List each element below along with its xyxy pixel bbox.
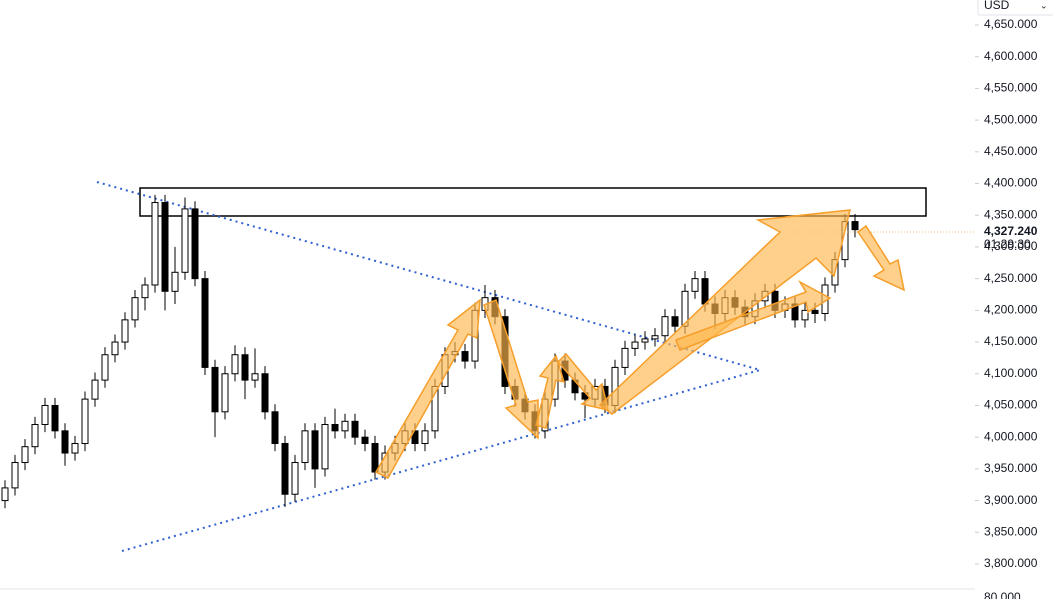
- candle-body: [621, 347, 629, 368]
- candle-body: [71, 443, 79, 454]
- candle-body: [281, 443, 289, 495]
- arrow: [535, 354, 566, 429]
- candle-body: [91, 379, 99, 400]
- candle-body: [101, 354, 109, 381]
- arrows: [374, 209, 906, 479]
- candle-body: [181, 208, 189, 273]
- y-tick-label: 3,900.000: [984, 493, 1038, 507]
- candle-body: [191, 208, 199, 280]
- candle-body: [221, 373, 229, 413]
- currency-dropdown[interactable]: [977, 0, 1053, 16]
- candle-body: [641, 338, 649, 343]
- candle-body: [421, 430, 429, 445]
- candle-body: [51, 404, 59, 432]
- dropdown-caret: ⌄: [1040, 0, 1048, 10]
- candle-body: [801, 309, 809, 321]
- y-tick-label: 4,500.000: [984, 112, 1038, 126]
- candle-body: [251, 373, 259, 381]
- price-axis: 3,800.000 3,850.000 3,900.000 3,950.000 4,00…: [975, 17, 1038, 570]
- arrow: [675, 280, 832, 351]
- y-tick-label: 3,800.000: [984, 556, 1038, 570]
- candle-body: [301, 430, 309, 464]
- candle-body: [321, 423, 329, 470]
- currency[interactable]: USD: [984, 0, 1010, 12]
- candle-body: [461, 351, 469, 362]
- y-tick-label: 3,950.000: [984, 461, 1038, 475]
- candle-body: [331, 423, 339, 432]
- y-tick-label: 4,400.000: [984, 176, 1038, 190]
- y-tick-label: 4,100.000: [984, 366, 1038, 380]
- candle-body: [11, 462, 19, 489]
- candle-body: [211, 366, 219, 413]
- candle-body: [31, 423, 39, 448]
- candle-body: [111, 341, 119, 356]
- arrow: [598, 209, 851, 415]
- trend-line: [121, 369, 761, 552]
- y-tick-label: 4,450.000: [984, 144, 1038, 158]
- candle-body: [851, 221, 859, 231]
- candle-body: [21, 446, 29, 464]
- annotations: [96, 181, 927, 552]
- countdown: 01:29:30: [984, 237, 1031, 251]
- candle-body: [1, 487, 9, 502]
- y-tick-label: 4,600.000: [984, 49, 1038, 63]
- candle-body: [811, 309, 819, 315]
- candle-body: [131, 297, 139, 321]
- candle-body: [371, 443, 379, 473]
- candle-body: [261, 373, 269, 413]
- candle-body: [311, 430, 319, 470]
- candle-body: [341, 420, 349, 432]
- candle-body: [61, 430, 69, 454]
- y-tick-label: 4,150.000: [984, 334, 1038, 348]
- y-tick-label: 3,850.000: [984, 524, 1038, 538]
- candle-body: [41, 404, 49, 425]
- y-tick-label: 4,050.000: [984, 398, 1038, 412]
- arrow: [556, 352, 610, 412]
- candle-body: [121, 319, 129, 343]
- candle-body: [351, 420, 359, 438]
- candle-body: [271, 411, 279, 445]
- y-tick-label: 4,300.000: [984, 239, 1038, 253]
- arrow: [374, 298, 481, 479]
- candle-body: [201, 278, 209, 368]
- candle-body: [231, 354, 239, 375]
- trend-line: [96, 181, 761, 371]
- y-tick-label: 4,250.000: [984, 271, 1038, 285]
- candle-body: [81, 398, 89, 445]
- candle-body: [651, 335, 659, 340]
- candle-body: [661, 316, 669, 337]
- candle-body: [241, 354, 249, 381]
- candle-body: [291, 462, 299, 495]
- candle-body: [701, 278, 709, 305]
- candle-body: [161, 202, 169, 292]
- last-price-label: 4,327.240: [984, 224, 1038, 238]
- y-tick-label: 4,350.000: [984, 207, 1038, 221]
- candle-body: [171, 271, 179, 292]
- candle-body: [691, 278, 699, 292]
- y-tick-label: 4,550.000: [984, 81, 1038, 95]
- candle-body: [671, 316, 679, 327]
- y-tick-label: 4,650.000: [984, 17, 1038, 31]
- candle-body: [151, 202, 159, 286]
- candle-body: [631, 341, 639, 349]
- arrow: [856, 224, 906, 292]
- candle-body: [141, 284, 149, 299]
- candle-body: [361, 436, 369, 445]
- resistance-zone: [139, 187, 927, 217]
- y-tick-label: 4,000.000: [984, 429, 1038, 443]
- y-tick-label: 4,200.000: [984, 303, 1038, 317]
- volume-label: 80,000: [984, 590, 1021, 599]
